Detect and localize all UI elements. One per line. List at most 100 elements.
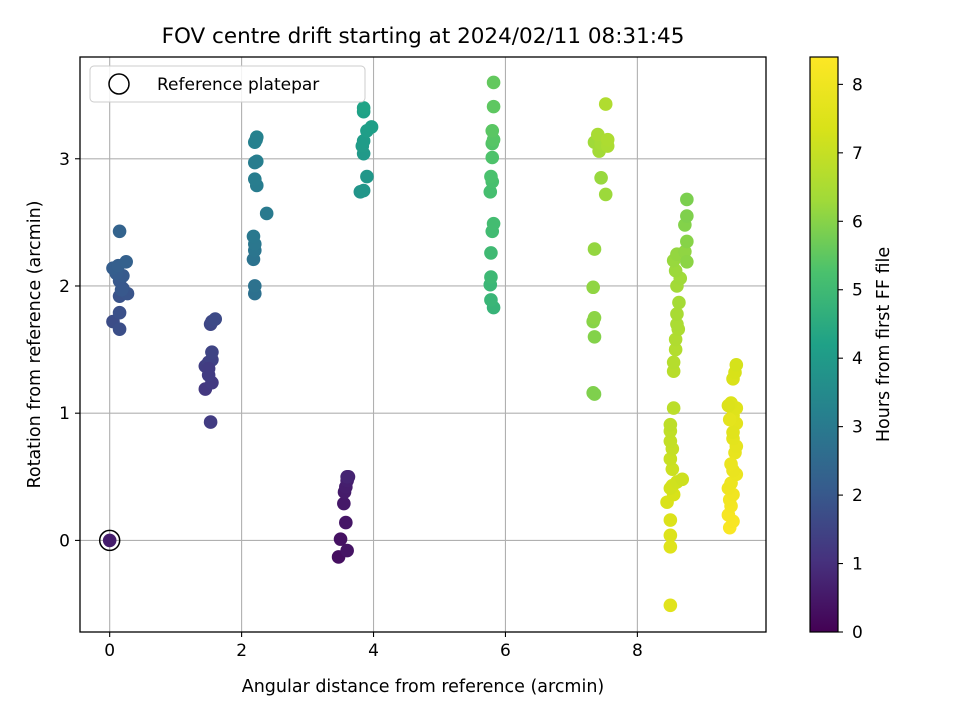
data-point [484, 169, 498, 184]
data-point [663, 452, 678, 466]
colorbar-label: Hours from first FF file [874, 247, 894, 442]
reference-point-ring [98, 529, 121, 552]
legend-marker-icon [108, 73, 130, 95]
data-point [249, 132, 263, 147]
x-tick-label: 4 [368, 641, 379, 661]
data-point [486, 75, 501, 90]
data-point [600, 132, 615, 147]
plot-background [80, 57, 766, 632]
data-point [663, 513, 678, 527]
colorbar-tick-label: 2 [852, 486, 863, 506]
data-point [484, 246, 498, 260]
x-tick-label: 6 [500, 641, 511, 661]
reference-marker [98, 529, 121, 552]
data-point [586, 386, 600, 400]
data-point [598, 97, 613, 111]
colorbar-tick-label: 0 [852, 623, 863, 643]
colorbar-ticks: 0 1 2 3 4 5 6 7 8 [838, 75, 863, 643]
data-point [663, 434, 678, 448]
data-point [666, 355, 681, 370]
y-tick-label: 1 [59, 404, 70, 424]
chart-title: FOV centre drift starting at 2024/02/11 … [162, 24, 685, 49]
colorbar-tick-label: 3 [852, 418, 863, 438]
data-point [259, 206, 274, 221]
data-point [102, 533, 117, 548]
colorbar-gradient [810, 57, 838, 632]
data-point [668, 263, 683, 278]
data-point [726, 425, 740, 440]
data-point [247, 172, 262, 186]
data-point [356, 183, 371, 198]
data-point [486, 216, 501, 231]
data-point [485, 150, 500, 165]
data-point [587, 330, 602, 344]
data-point [340, 543, 354, 558]
y-axis-label: Rotation from reference (arcmin) [25, 201, 45, 489]
data-point [205, 345, 219, 359]
x-axis-label: Angular distance from reference (arcmin) [242, 677, 605, 697]
colorbar-tick-label: 7 [852, 144, 863, 164]
legend-box [89, 65, 366, 103]
data-point [483, 185, 498, 199]
colorbar-frame [809, 56, 839, 633]
data-point [663, 598, 678, 613]
data-point [663, 417, 678, 432]
colorbar-tick-label: 4 [852, 349, 863, 369]
plot-frame [79, 56, 767, 633]
x-tick-label: 8 [632, 641, 643, 661]
data-point [587, 310, 602, 325]
data-point [119, 255, 133, 269]
data-point [486, 99, 501, 114]
data-point [680, 255, 694, 269]
data-point [247, 155, 262, 170]
data-point [339, 515, 353, 530]
data-point [675, 472, 690, 487]
data-point [668, 342, 683, 357]
colorbar: 0 1 2 3 4 5 6 7 8 Hours from first FF file [809, 56, 894, 643]
data-point [722, 412, 737, 427]
scatter-points [102, 75, 744, 613]
data-point [340, 470, 354, 484]
data-point [112, 305, 127, 320]
data-point [246, 229, 261, 244]
data-point [729, 358, 744, 372]
y-tick-label: 2 [59, 277, 70, 297]
data-point [485, 123, 500, 138]
data-point [484, 270, 498, 284]
data-point [484, 293, 498, 307]
data-point [665, 462, 680, 476]
data-point [680, 234, 694, 249]
y-axis-ticks: 0 1 2 3 [59, 150, 80, 551]
x-tick-label: 0 [104, 641, 115, 661]
data-point [721, 398, 736, 413]
data-point [203, 415, 218, 429]
colorbar-tick-label: 1 [852, 555, 863, 575]
data-point [333, 532, 348, 546]
data-point [670, 307, 684, 321]
data-point [587, 242, 602, 256]
x-tick-label: 2 [236, 641, 247, 661]
data-point [724, 457, 738, 471]
data-point [672, 295, 686, 310]
data-point [663, 528, 678, 543]
data-point [247, 279, 262, 293]
y-tick-label: 3 [59, 150, 70, 170]
data-point [337, 496, 351, 511]
x-axis-ticks: 0 2 4 6 8 [104, 632, 643, 661]
data-point [668, 332, 683, 347]
data-point [663, 539, 678, 554]
data-point [680, 192, 694, 207]
legend-entry: Reference platepar [157, 75, 319, 95]
legend: Reference platepar [89, 65, 366, 103]
data-point [680, 209, 694, 223]
y-tick-label: 0 [59, 531, 70, 551]
colorbar-tick-label: 5 [852, 281, 863, 301]
data-point [670, 317, 684, 331]
data-point [598, 187, 613, 202]
data-point [666, 401, 681, 415]
data-point [594, 171, 608, 185]
data-point [114, 282, 129, 297]
data-point [364, 120, 379, 134]
colorbar-tick-label: 6 [852, 212, 863, 232]
